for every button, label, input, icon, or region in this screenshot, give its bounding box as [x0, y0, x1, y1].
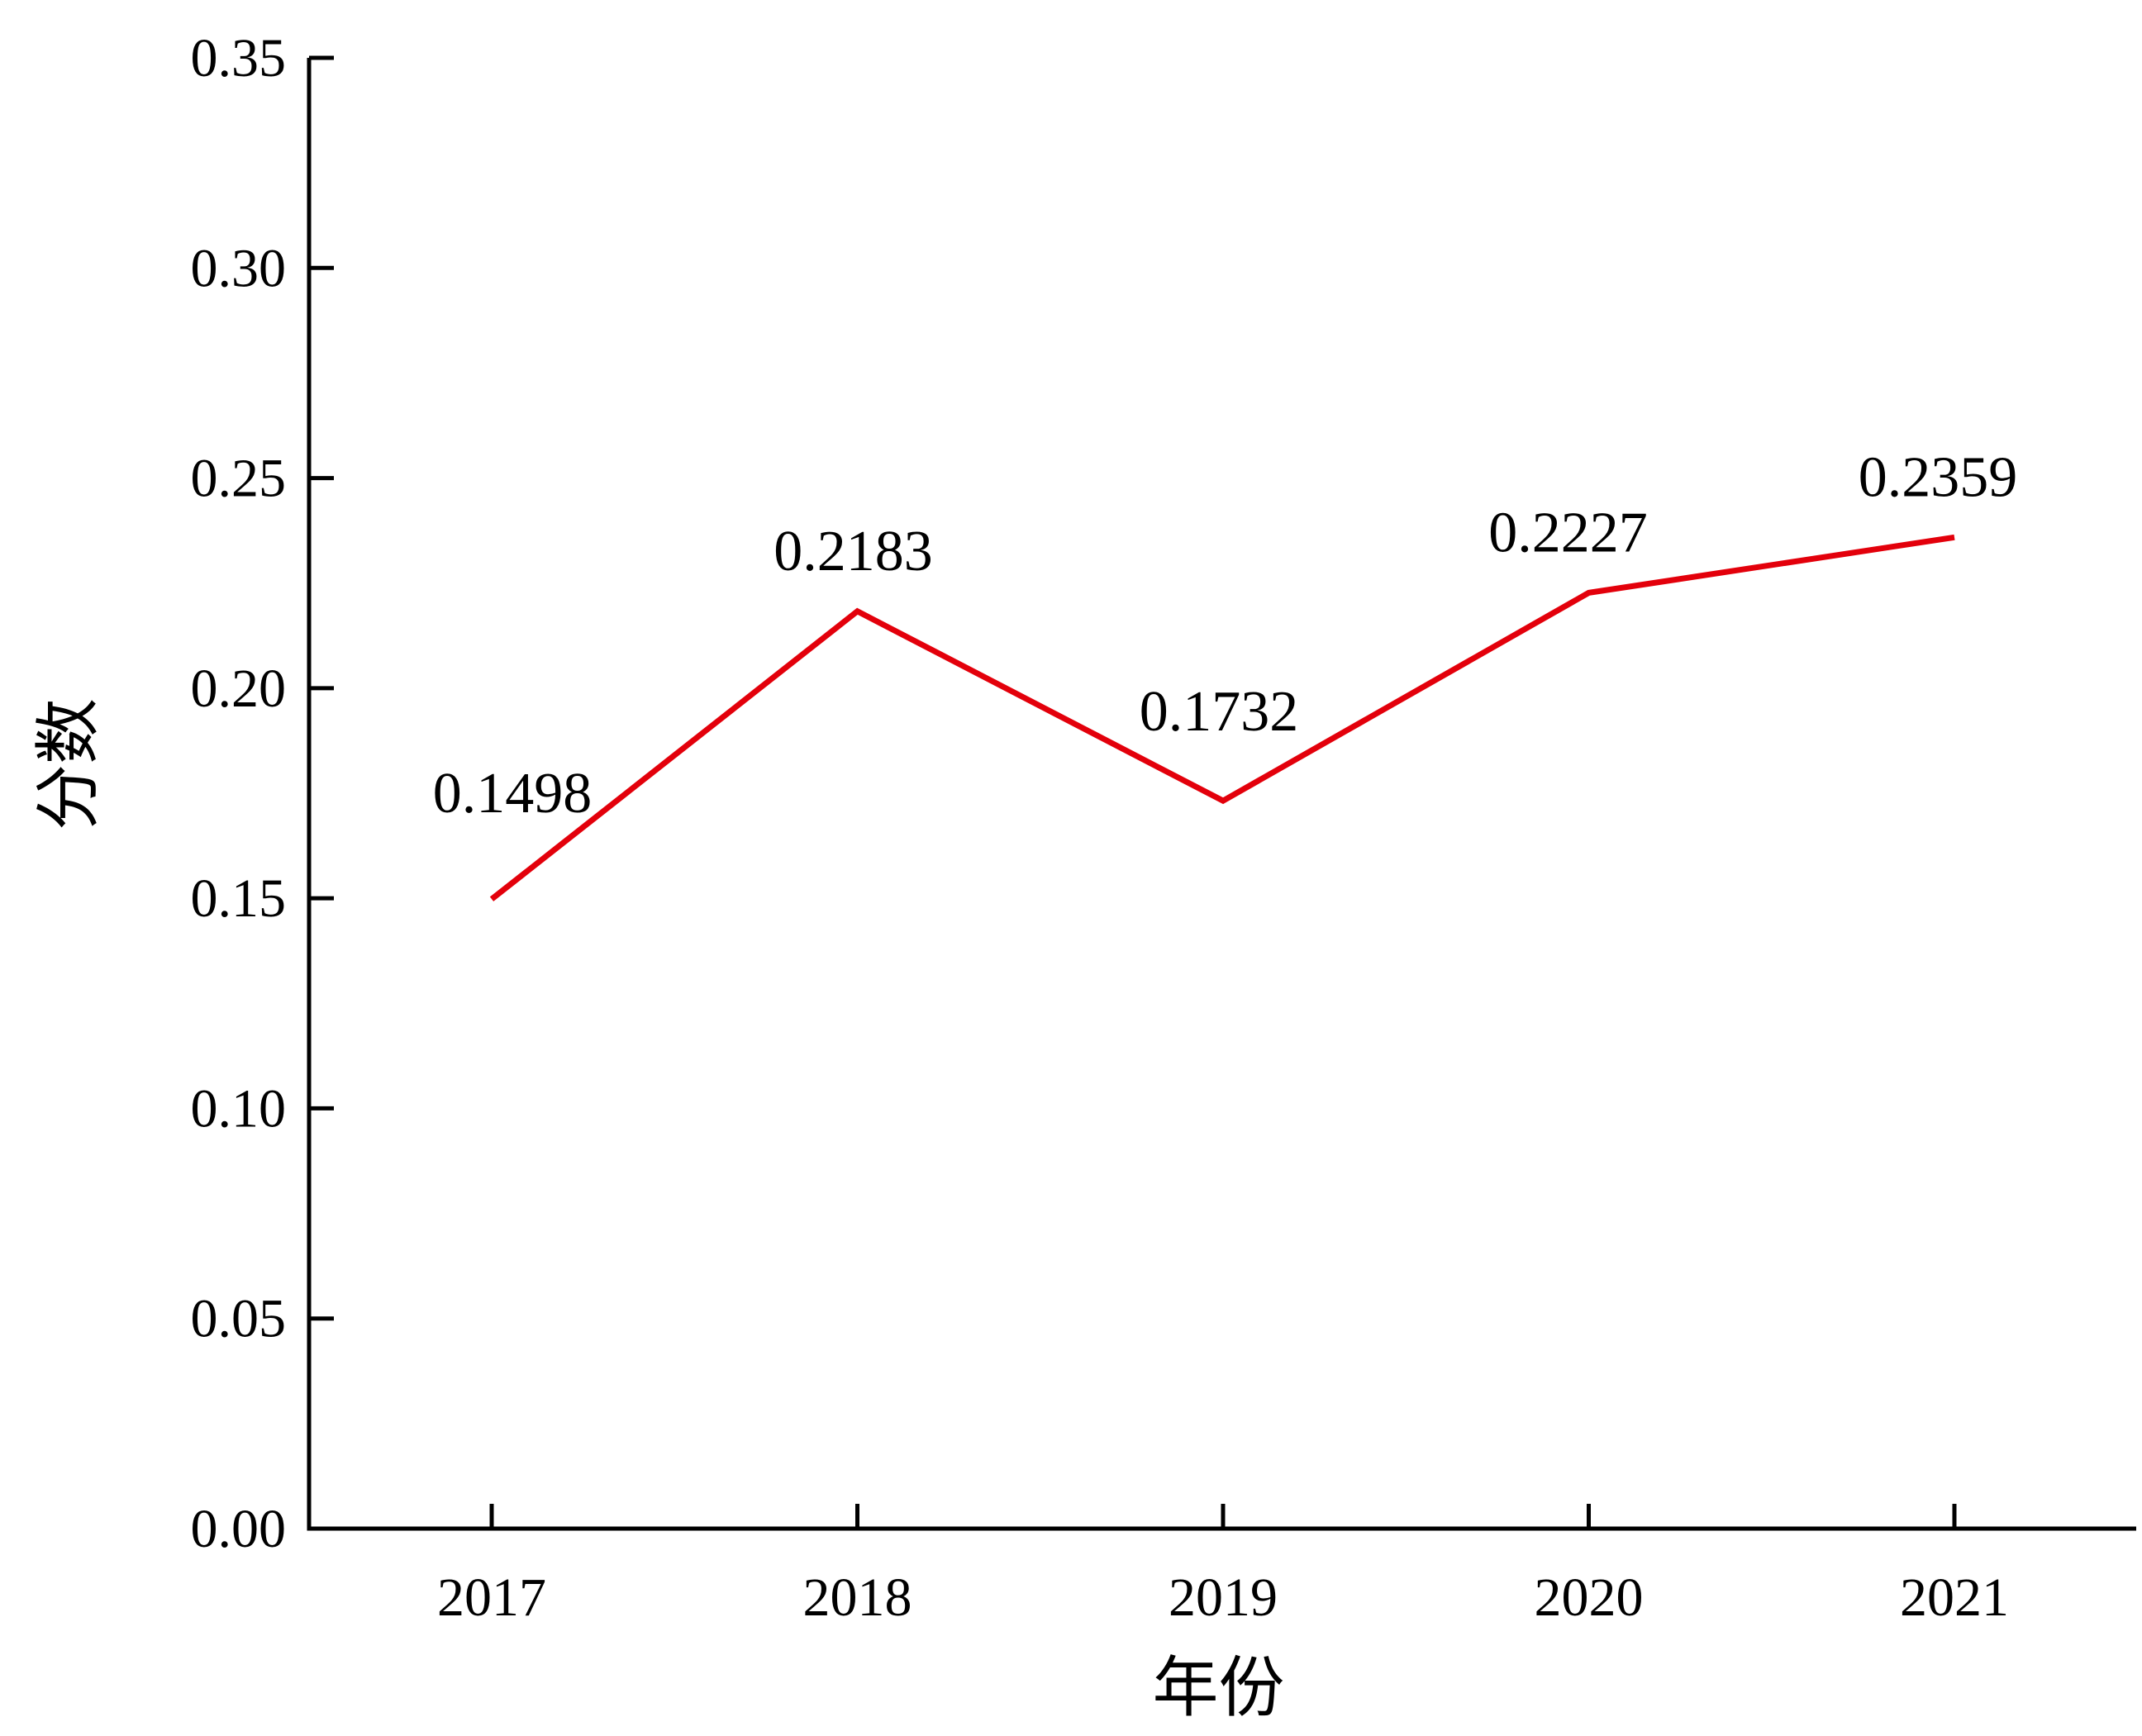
- data-labels: 0.1498 0.2183 0.1732 0.2227 0.2359: [433, 445, 2018, 825]
- y-tick-label: 0.05: [191, 1289, 287, 1349]
- y-tick-label: 0.15: [191, 868, 287, 929]
- y-tick-label: 0.10: [191, 1078, 287, 1139]
- x-tick-label: 2021: [1900, 1567, 2009, 1628]
- data-label: 0.1498: [433, 762, 593, 825]
- y-tick-label: 0.30: [191, 238, 287, 298]
- x-axis-title: 年份: [1153, 1649, 1285, 1726]
- x-tick-label: 2018: [803, 1567, 912, 1628]
- data-label: 0.2227: [1488, 501, 1648, 564]
- series-line: [489, 534, 1955, 901]
- x-tick-label: 2019: [1169, 1567, 1278, 1628]
- y-tick-label: 0.00: [191, 1499, 287, 1559]
- x-tick-label: 2017: [437, 1567, 546, 1628]
- data-label: 0.2359: [1859, 445, 2018, 509]
- y-axis-ticks: 0.00 0.05 0.10 0.15 0.20 0.25 0.30 0.35: [191, 28, 334, 1559]
- y-tick-label: 0.20: [191, 659, 287, 719]
- x-axis-ticks: 2017 2018 2019 2020 2021: [437, 1504, 2009, 1628]
- y-axis-title: 分数: [30, 698, 107, 830]
- y-tick-label: 0.35: [191, 28, 287, 88]
- x-tick-label: 2020: [1535, 1567, 1644, 1628]
- data-label: 0.2183: [774, 520, 933, 583]
- data-label: 0.1732: [1140, 680, 1299, 744]
- y-tick-label: 0.25: [191, 449, 287, 509]
- chart-axes: [307, 58, 2136, 1531]
